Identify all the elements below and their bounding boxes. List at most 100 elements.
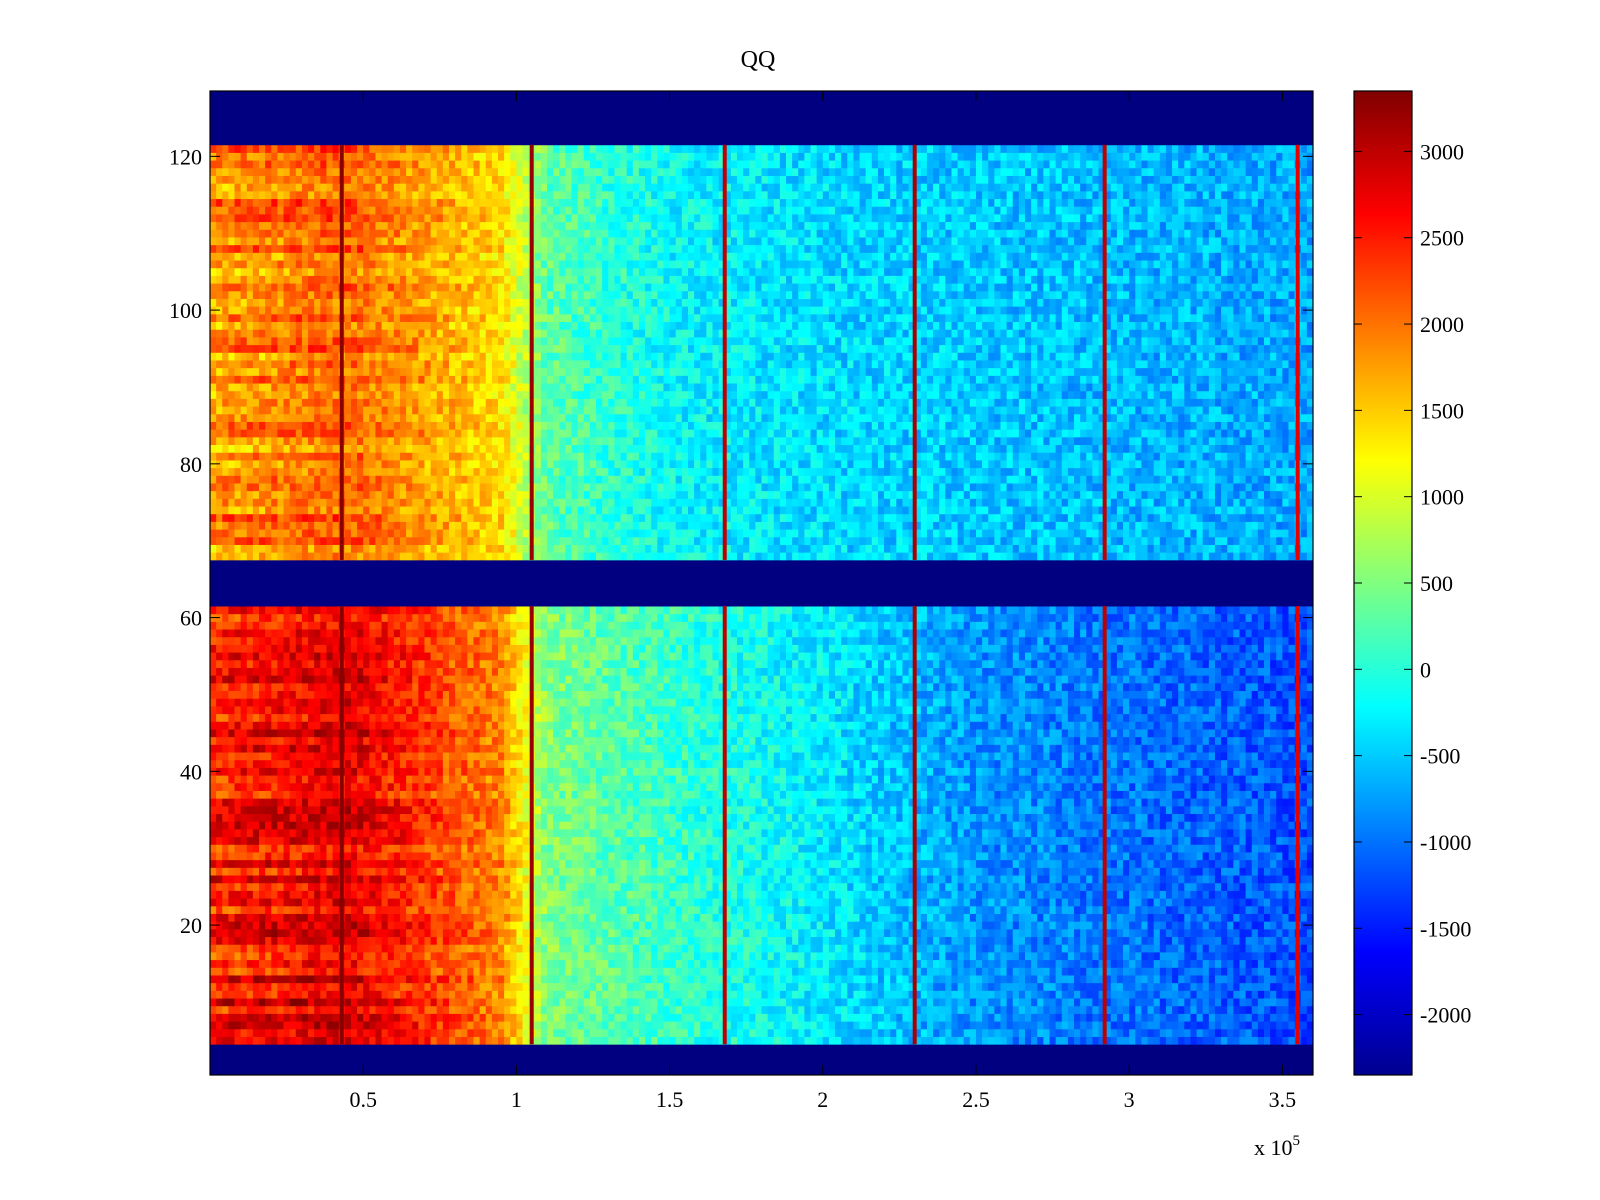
heatmap-cell [277, 1037, 284, 1045]
heatmap-cell [657, 990, 664, 998]
heatmap-cell [455, 829, 462, 837]
heatmap-cell [1086, 944, 1093, 952]
heatmap-cell [768, 837, 775, 845]
heatmap-cell [467, 990, 474, 998]
heatmap-cell [945, 998, 952, 1006]
heatmap-cell [786, 1037, 793, 1045]
heatmap-cell [1221, 852, 1228, 860]
heatmap-cell [743, 975, 750, 983]
heatmap-cell [608, 937, 615, 945]
heatmap-cell [523, 1006, 530, 1014]
heatmap-cell [351, 867, 358, 875]
heatmap-cell [841, 891, 848, 899]
heatmap-cell [559, 967, 566, 975]
heatmap-cell [1166, 1037, 1173, 1045]
heatmap-cell [1031, 1006, 1038, 1014]
heatmap-cell [1239, 983, 1246, 991]
heatmap-cell [945, 1037, 952, 1045]
heatmap-cell [688, 867, 695, 875]
heatmap-cell [602, 929, 609, 937]
heatmap-cell [504, 1021, 511, 1029]
heatmap-cell [755, 944, 762, 952]
heatmap-cell [1117, 837, 1124, 845]
heatmap-cell [406, 998, 413, 1006]
heatmap-cell [896, 844, 903, 852]
heatmap-cell [884, 867, 891, 875]
heatmap-cell [798, 929, 805, 937]
heatmap-cell [829, 937, 836, 945]
heatmap-cell [663, 960, 670, 968]
heatmap-cell [1117, 852, 1124, 860]
heatmap-cell [700, 944, 707, 952]
heatmap-cell [1301, 914, 1308, 922]
heatmap-cell [1252, 921, 1259, 929]
heatmap-cell [1056, 1014, 1063, 1022]
heatmap-cell [1025, 875, 1032, 883]
heatmap-cell [1141, 937, 1148, 945]
heatmap-cell [443, 998, 450, 1006]
heatmap-cell [866, 1006, 873, 1014]
heatmap-cell [314, 837, 321, 845]
heatmap-cell [247, 829, 254, 837]
heatmap-cell [829, 906, 836, 914]
heatmap-cell [731, 998, 738, 1006]
heatmap-cell [1123, 967, 1130, 975]
heatmap-cell [222, 883, 229, 891]
heatmap-cell [1282, 1029, 1289, 1037]
heatmap-cell [1282, 837, 1289, 845]
heatmap-cell [351, 990, 358, 998]
heatmap-cell [743, 1037, 750, 1045]
heatmap-cell [964, 1037, 971, 1045]
heatmap-cell [277, 867, 284, 875]
heatmap-cell [847, 937, 854, 945]
heatmap-cell [467, 937, 474, 945]
heatmap-cell [988, 1029, 995, 1037]
heatmap-cell [829, 837, 836, 845]
heatmap-cell [1013, 944, 1020, 952]
heatmap-cell [1007, 1037, 1014, 1045]
heatmap-cell [1276, 1029, 1283, 1037]
heatmap-cell [1007, 914, 1014, 922]
heatmap-cell [627, 914, 634, 922]
heatmap-cell [486, 952, 493, 960]
heatmap-cell [369, 983, 376, 991]
heatmap-cell [547, 1006, 554, 1014]
heatmap-cell [1050, 1037, 1057, 1045]
heatmap-cell [382, 1006, 389, 1014]
heatmap-cell [308, 975, 315, 983]
heatmap-cell [994, 929, 1001, 937]
heatmap-cell [486, 1021, 493, 1029]
heatmap-cell [559, 891, 566, 899]
heatmap-cell [259, 1029, 266, 1037]
heatmap-cell [449, 1014, 456, 1022]
heatmap-cell [369, 998, 376, 1006]
heatmap-cell [572, 852, 579, 860]
heatmap-cell [1154, 960, 1161, 968]
heatmap-cell [1209, 844, 1216, 852]
heatmap-cell [639, 914, 646, 922]
heatmap-cell [1019, 883, 1026, 891]
heatmap-cell [572, 860, 579, 868]
heatmap-cell [290, 1037, 297, 1045]
heatmap-cell [633, 1014, 640, 1022]
heatmap-cell [811, 952, 818, 960]
heatmap-cell [927, 1029, 934, 1037]
heatmap-cell [302, 967, 309, 975]
heatmap-cell [431, 898, 438, 906]
heatmap-cell [749, 998, 756, 1006]
heatmap-cell [1031, 891, 1038, 899]
heatmap-cell [878, 960, 885, 968]
heatmap-cell [749, 891, 756, 899]
heatmap-cell [663, 952, 670, 960]
heatmap-cell [590, 852, 597, 860]
heatmap-cell [627, 960, 634, 968]
heatmap-cell [480, 844, 487, 852]
heatmap-cell [265, 883, 272, 891]
heatmap-cell [774, 998, 781, 1006]
heatmap-cell [670, 975, 677, 983]
heatmap-cell [994, 883, 1001, 891]
heatmap-cell [712, 852, 719, 860]
heatmap-cell [829, 883, 836, 891]
heatmap-cell [492, 891, 499, 899]
heatmap-cell [290, 914, 297, 922]
